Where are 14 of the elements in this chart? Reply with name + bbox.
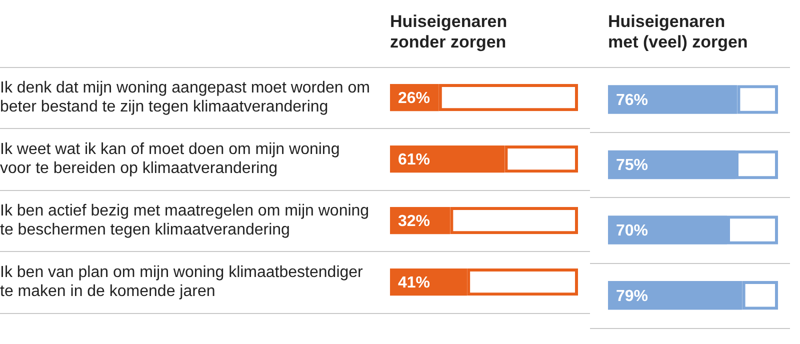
chart-title: Huiseigenaren zonder zorgen bbox=[390, 12, 508, 52]
data-label: 32% bbox=[398, 212, 430, 230]
data-label: 79% bbox=[616, 288, 648, 305]
data-label: 70% bbox=[616, 222, 648, 240]
data-label: 76% bbox=[616, 92, 648, 109]
y-tick-label: Ik denk dat mijn woning aangepast moet worden om beter bestand te zijn tegen klimaatverandering bbox=[0, 79, 370, 116]
y-tick-label: Ik weet wat ik kan of moet doen om mijn woning voor te bereiden op klimaatverandering bbox=[0, 140, 340, 178]
y-tick-label: Ik ben van plan om mijn woning klimaatbestendiger te maken in de komende jaren bbox=[0, 264, 364, 300]
y-tick-label: Ik ben actief bezig met maatregelen om mijn woning te beschermen tegen klimaatverandering bbox=[0, 202, 370, 239]
data-label: 26% bbox=[398, 90, 430, 107]
data-label: 41% bbox=[398, 274, 430, 292]
chart-title: Huiseigenaren met (veel) zorgen bbox=[608, 12, 748, 52]
data-label: 61% bbox=[398, 151, 430, 168]
data-label: 75% bbox=[616, 157, 648, 174]
